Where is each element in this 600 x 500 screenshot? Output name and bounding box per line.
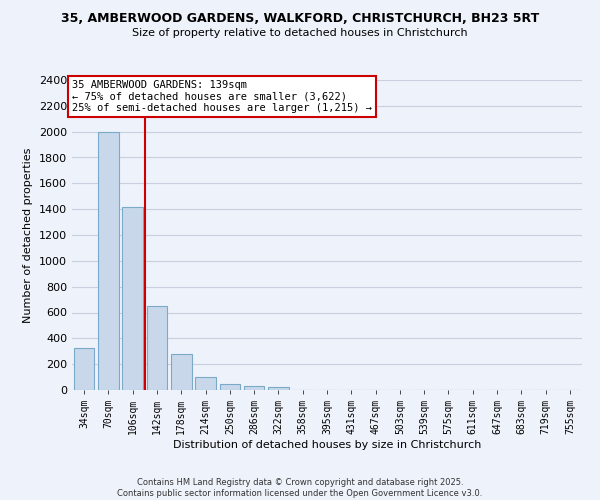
Bar — [146, 306, 167, 390]
Bar — [220, 384, 240, 390]
Text: Size of property relative to detached houses in Christchurch: Size of property relative to detached ho… — [132, 28, 468, 38]
Bar — [171, 354, 191, 390]
Bar — [74, 348, 94, 390]
Text: Contains HM Land Registry data © Crown copyright and database right 2025.
Contai: Contains HM Land Registry data © Crown c… — [118, 478, 482, 498]
Text: 35 AMBERWOOD GARDENS: 139sqm
← 75% of detached houses are smaller (3,622)
25% of: 35 AMBERWOOD GARDENS: 139sqm ← 75% of de… — [72, 80, 372, 113]
Text: 35, AMBERWOOD GARDENS, WALKFORD, CHRISTCHURCH, BH23 5RT: 35, AMBERWOOD GARDENS, WALKFORD, CHRISTC… — [61, 12, 539, 26]
Y-axis label: Number of detached properties: Number of detached properties — [23, 148, 34, 322]
Bar — [268, 388, 289, 390]
Bar — [98, 132, 119, 390]
Bar — [122, 206, 143, 390]
Bar — [244, 386, 265, 390]
X-axis label: Distribution of detached houses by size in Christchurch: Distribution of detached houses by size … — [173, 440, 481, 450]
Bar — [195, 377, 216, 390]
